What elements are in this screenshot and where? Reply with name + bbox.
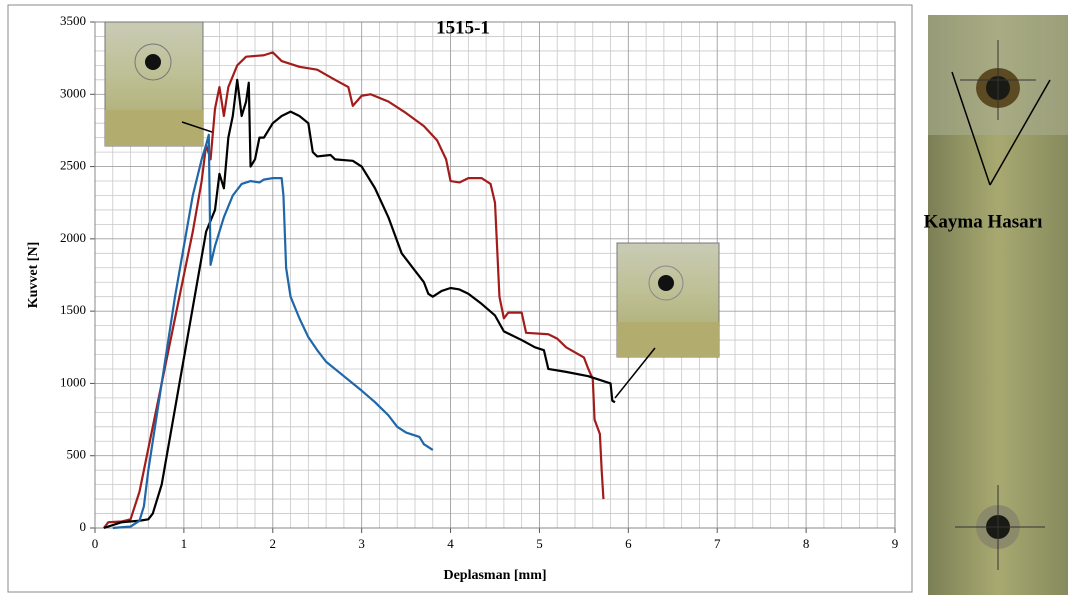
x-tick-label: 1 [181, 536, 188, 551]
x-tick-label: 6 [625, 536, 632, 551]
y-tick-label: 1500 [60, 302, 86, 317]
plot-border [94, 21, 896, 529]
inset-photo-left [104, 21, 213, 147]
x-tick-label: 7 [714, 536, 721, 551]
x-axis-label: Deplasman [mm] [443, 568, 546, 583]
y-tick-label: 2500 [60, 158, 86, 173]
x-tick-label: 8 [803, 536, 810, 551]
x-tick-label: 0 [92, 536, 99, 551]
y-tick-label: 500 [67, 447, 87, 462]
chart-title: 1515-1 [436, 17, 490, 38]
y-tick-label: 3000 [60, 85, 86, 100]
x-tick-label: 9 [892, 536, 899, 551]
series [103, 51, 616, 530]
y-tick-label: 1000 [60, 374, 86, 389]
x-tick-label: 5 [536, 536, 543, 551]
grid: 0 1 2 3 4 5 6 7 8 9 0 500 1000 1500 2000 2500 3000 3500 [60, 13, 898, 551]
y-tick-label: 3500 [60, 13, 86, 28]
y-tick-label: 2000 [60, 230, 86, 245]
series-line [103, 51, 605, 529]
specimen-photo [928, 15, 1068, 595]
inset-photo-right [614, 242, 720, 399]
x-tick-label: 3 [358, 536, 365, 551]
y-tick-label: 0 [80, 519, 87, 534]
annotation: Kayma Hasarı [924, 211, 1043, 232]
series-line [112, 133, 434, 530]
x-tick-label: 2 [270, 536, 277, 551]
y-axis-label: Kuvvet [N] [26, 242, 41, 309]
series-line [103, 78, 616, 530]
x-tick-label: 4 [447, 536, 454, 551]
